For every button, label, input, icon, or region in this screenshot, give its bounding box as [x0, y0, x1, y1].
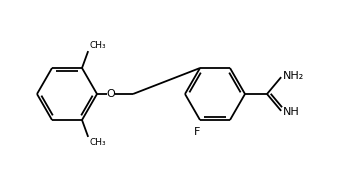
Text: NH: NH — [283, 107, 300, 117]
Text: O: O — [107, 89, 115, 99]
Text: CH₃: CH₃ — [89, 41, 106, 50]
Text: CH₃: CH₃ — [89, 138, 106, 147]
Text: F: F — [194, 127, 200, 137]
Text: NH₂: NH₂ — [283, 71, 304, 81]
